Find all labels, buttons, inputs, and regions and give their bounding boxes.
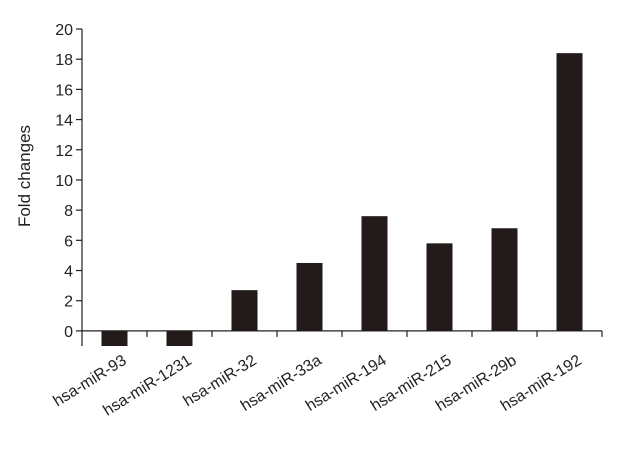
y-tick-label: 12 — [55, 143, 73, 160]
y-tick-label: 8 — [64, 203, 73, 220]
y-tick-label: 16 — [55, 82, 73, 99]
y-tick-label: 2 — [64, 294, 73, 311]
bar — [426, 243, 453, 331]
bar — [231, 290, 258, 331]
bars — [101, 53, 583, 346]
y-axis-title: Fold changes — [15, 125, 34, 227]
y-tick-label: 10 — [55, 173, 73, 190]
y-tick-label: 6 — [64, 233, 73, 250]
y-tick-label: 20 — [55, 22, 73, 39]
bar — [361, 216, 388, 331]
y-axis: 0 2 4 6 8 10 12 14 16 18 20 — [55, 22, 83, 346]
bar — [296, 262, 323, 331]
x-axis — [82, 330, 603, 337]
bar — [166, 330, 193, 346]
bar — [491, 228, 518, 331]
y-tick-label: 4 — [64, 264, 73, 281]
y-tick-label: 0 — [64, 324, 73, 341]
bar — [556, 53, 583, 331]
y-tick-label: 18 — [55, 52, 73, 69]
bar — [101, 330, 128, 346]
x-labels: hsa-miR-93hsa-miR-1231hsa-miR-32hsa-miR-… — [50, 352, 584, 420]
y-tick-label: 14 — [55, 113, 73, 130]
